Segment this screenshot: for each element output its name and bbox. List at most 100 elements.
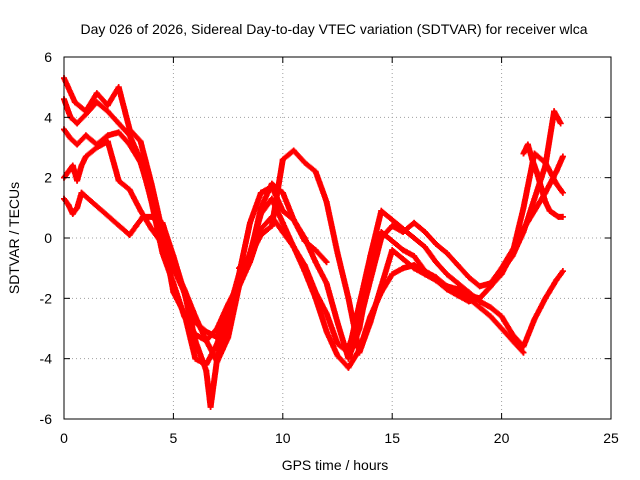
data-point	[345, 295, 352, 302]
data-point	[524, 141, 531, 148]
data-point	[225, 313, 232, 320]
data-point	[334, 352, 341, 359]
data-point	[323, 280, 330, 287]
data-point	[82, 132, 89, 139]
data-point	[487, 313, 494, 320]
data-point	[422, 268, 429, 275]
data-point	[133, 222, 140, 229]
data-point	[546, 207, 553, 214]
data-point	[148, 195, 155, 202]
data-point	[443, 286, 450, 293]
data-point	[345, 355, 352, 362]
data-points	[61, 75, 566, 410]
y-tick-label: -4	[40, 351, 53, 367]
data-point	[345, 349, 352, 356]
data-point	[74, 177, 81, 184]
data-point	[65, 168, 72, 175]
data-point	[498, 313, 505, 320]
data-point	[279, 207, 286, 214]
data-point	[367, 253, 374, 260]
y-tick-label: 2	[44, 170, 52, 186]
data-point	[236, 265, 243, 272]
data-point	[432, 259, 439, 266]
data-point	[367, 313, 374, 320]
data-point	[378, 289, 385, 296]
data-point	[203, 367, 210, 374]
data-point	[509, 337, 516, 344]
data-point	[104, 138, 111, 145]
data-point	[257, 189, 264, 196]
x-axis-label: GPS time / hours	[282, 457, 389, 473]
data-point	[345, 364, 352, 371]
data-point	[531, 207, 538, 214]
data-point	[203, 337, 210, 344]
data-point	[323, 198, 330, 205]
data-point	[104, 102, 111, 109]
data-point	[389, 247, 396, 254]
data-point	[214, 334, 221, 341]
data-point	[389, 238, 396, 245]
data-point	[411, 219, 418, 226]
data-point	[378, 207, 385, 214]
data-point	[559, 268, 566, 275]
data-point	[553, 180, 560, 187]
data-point	[246, 253, 253, 260]
data-point	[170, 253, 177, 260]
data-point	[356, 319, 363, 326]
data-point	[159, 241, 166, 248]
chart-title: Day 026 of 2026, Sidereal Day-to-day VTE…	[80, 21, 587, 37]
data-point	[69, 162, 76, 169]
data-point	[65, 201, 72, 208]
data-point	[104, 108, 111, 115]
data-point	[476, 295, 483, 302]
data-point	[432, 277, 439, 284]
x-tick-label: 20	[494, 430, 510, 446]
data-point	[345, 343, 352, 350]
data-point	[323, 259, 330, 266]
data-point	[389, 216, 396, 223]
data-point	[268, 222, 275, 229]
data-point	[323, 310, 330, 317]
data-point	[422, 228, 429, 235]
y-tick-label: 6	[44, 49, 52, 65]
data-point	[115, 120, 122, 127]
data-point	[454, 280, 461, 287]
data-point	[290, 147, 297, 154]
data-point	[192, 355, 199, 362]
data-point	[559, 213, 566, 220]
data-point	[465, 274, 472, 281]
data-point	[465, 289, 472, 296]
data-point	[533, 168, 540, 175]
data-point	[432, 241, 439, 248]
data-point	[159, 219, 166, 226]
series-track-8	[236, 180, 330, 272]
data-point	[115, 129, 122, 136]
data-point	[139, 213, 146, 220]
data-point	[465, 298, 472, 305]
data-point	[279, 189, 286, 196]
data-point	[454, 292, 461, 299]
data-point	[334, 250, 341, 257]
data-point	[378, 235, 385, 241]
data-point	[67, 135, 74, 142]
data-point	[181, 313, 188, 320]
data-point	[268, 213, 275, 220]
data-point	[279, 156, 286, 163]
data-point	[69, 210, 76, 217]
y-tick-label: 0	[44, 230, 52, 246]
data-point	[268, 180, 275, 187]
data-point	[334, 319, 341, 326]
data-point	[542, 198, 549, 205]
data-point	[225, 334, 232, 341]
data-point	[82, 153, 89, 160]
data-point	[476, 283, 483, 290]
data-point	[312, 247, 319, 254]
data-point	[78, 189, 85, 196]
data-point	[279, 219, 286, 226]
data-point	[115, 84, 122, 91]
y-axis-label: SDTVAR / TECUs	[6, 182, 22, 294]
data-point	[520, 225, 527, 232]
data-point	[82, 111, 89, 118]
data-point	[246, 219, 253, 226]
plot-frame	[63, 56, 612, 420]
